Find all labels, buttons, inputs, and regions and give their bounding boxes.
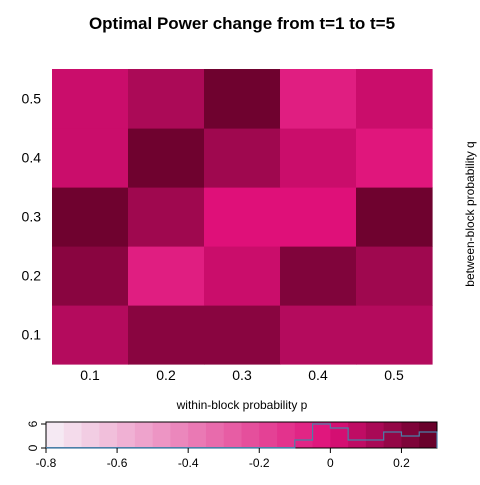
heatmap-cell: [128, 69, 205, 129]
color-key-band: [205, 422, 225, 448]
heatmap-cell: [204, 246, 281, 306]
y-tick-labels: 0.1 0.2 0.3 0.4 0.5: [22, 91, 42, 343]
color-key-tick-label: -0.8: [36, 456, 57, 470]
x-tick-label: 0.2: [156, 367, 176, 383]
color-key-tick-label: -0.6: [107, 456, 128, 470]
heatmap-cell: [52, 246, 129, 306]
x-tick-label: 0.4: [308, 367, 328, 383]
heatmap-cell: [356, 187, 433, 247]
color-key-tick-label: 0.2: [393, 456, 410, 470]
heatmap-cell: [204, 305, 281, 365]
color-key-band: [188, 422, 207, 448]
y-tick-label: 0.2: [22, 268, 42, 284]
color-key-band: [259, 422, 278, 448]
heatmap-cell: [52, 305, 129, 365]
heatmap-cell: [128, 305, 205, 365]
color-key-band: [117, 422, 136, 448]
heatmap-cell: [280, 246, 357, 306]
color-key-band: [134, 422, 154, 448]
heatmap-cell: [356, 246, 433, 306]
heatmap-cell: [356, 305, 433, 365]
color-key-band: [241, 422, 260, 448]
color-key-band: [419, 422, 438, 448]
color-key-ticks: -0.8 -0.6 -0.4 -0.2 0 0.2: [36, 448, 410, 470]
color-key-band: [401, 422, 420, 448]
histogram-tick-label: 0: [26, 444, 40, 451]
color-key-band: [348, 422, 367, 448]
heatmap-cell: [128, 246, 205, 306]
color-key-band: [170, 422, 189, 448]
histogram-tick-label: 6: [26, 420, 40, 427]
heatmap-cell: [128, 128, 205, 188]
heatmap-cell: [280, 305, 357, 365]
y-tick-label: 0.3: [22, 209, 42, 225]
color-key-band: [81, 422, 100, 448]
color-key-band: [99, 422, 118, 448]
heatmap-cell: [356, 69, 433, 129]
heatmap-cell: [204, 187, 281, 247]
color-key: [45, 421, 438, 449]
color-key-tick-label: -0.4: [178, 456, 199, 470]
heatmap-cell: [280, 187, 357, 247]
color-key-band: [365, 422, 385, 448]
heatmap-cell: [52, 128, 129, 188]
y-tick-label: 0.4: [22, 150, 42, 166]
histogram-count-ticks: 06: [26, 420, 46, 451]
color-key-band: [383, 422, 402, 448]
heatmap-cell: [52, 187, 129, 247]
x-tick-label: 0.1: [80, 367, 100, 383]
heatmap-cell: [356, 128, 433, 188]
color-key-band: [330, 422, 349, 448]
color-key-band: [152, 422, 171, 448]
heatmap-cell: [204, 69, 281, 129]
x-tick-labels: 0.1 0.2 0.3 0.4 0.5: [80, 367, 404, 383]
color-key-tick-label: -0.2: [249, 456, 270, 470]
histogram-line: [46, 423, 438, 449]
color-key-band: [312, 422, 331, 448]
heatmap-cell: [204, 128, 281, 188]
y-axis-label: between-block probability q: [463, 141, 477, 286]
heatmap-cell: [280, 69, 357, 129]
x-tick-label: 0.3: [232, 367, 252, 383]
chart-title: Optimal Power change from t=1 to t=5: [89, 14, 395, 33]
heatmap-cells: [52, 69, 433, 365]
color-key-band: [277, 422, 296, 448]
color-key-band: [63, 422, 83, 448]
y-tick-label: 0.1: [22, 327, 42, 343]
heatmap-cell: [280, 128, 357, 188]
color-key-histogram: [46, 423, 438, 449]
x-tick-label: 0.5: [384, 367, 404, 383]
y-tick-label: 0.5: [22, 91, 42, 107]
heatmap-cell: [128, 187, 205, 247]
heatmap-cell: [52, 69, 129, 129]
color-key-tick-label: 0: [327, 456, 334, 470]
color-key-band: [223, 422, 242, 448]
color-key-band: [294, 422, 314, 448]
color-key-band: [46, 422, 65, 448]
x-axis-label: within-block probability p: [176, 398, 308, 412]
